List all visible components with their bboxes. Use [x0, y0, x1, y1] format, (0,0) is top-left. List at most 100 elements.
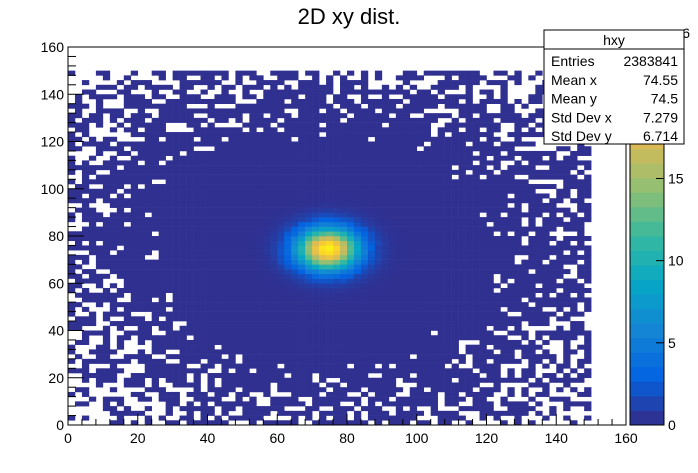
- heatmap-cell: [333, 146, 341, 152]
- heatmap-cell: [81, 89, 90, 95]
- heatmap-cell: [109, 198, 118, 204]
- heatmap-cell: [472, 127, 480, 133]
- heatmap-cell: [221, 349, 229, 355]
- heatmap-cell: [493, 377, 501, 383]
- heatmap-cell: [165, 354, 173, 360]
- heatmap-cell: [340, 113, 348, 119]
- heatmap-cell: [493, 198, 501, 204]
- heatmap-cell: [158, 273, 166, 279]
- heatmap-cell: [68, 188, 76, 194]
- heatmap-cell: [207, 127, 215, 133]
- heatmap-cell: [172, 240, 180, 246]
- heatmap-cell: [319, 127, 327, 133]
- heatmap-cell: [109, 221, 118, 227]
- heatmap-cell: [347, 306, 355, 312]
- heatmap-cell: [521, 278, 529, 284]
- heatmap-cell: [291, 75, 299, 81]
- heatmap-cell: [68, 349, 76, 355]
- heatmap-cell: [256, 358, 264, 364]
- heatmap-cell: [130, 221, 139, 227]
- heatmap-cell: [291, 141, 299, 147]
- heatmap-cell: [88, 245, 97, 251]
- heatmap-cell: [437, 259, 445, 265]
- heatmap-cell: [284, 217, 292, 223]
- heatmap-cell: [570, 226, 578, 232]
- heatmap-cell: [409, 108, 418, 114]
- heatmap-cell: [521, 103, 529, 109]
- heatmap-cell: [228, 221, 236, 227]
- heatmap-cell: [486, 283, 494, 289]
- heatmap-cell: [374, 321, 383, 327]
- heatmap-cell: [507, 188, 515, 194]
- heatmap-cell: [319, 354, 327, 360]
- heatmap-cell: [256, 273, 264, 279]
- heatmap-cell: [193, 306, 201, 312]
- heatmap-cell: [444, 339, 452, 345]
- heatmap-cell: [340, 254, 348, 260]
- heatmap-cell: [353, 325, 362, 331]
- heatmap-cell: [305, 127, 313, 133]
- heatmap-cell: [333, 117, 341, 123]
- heatmap-cell: [291, 306, 299, 312]
- heatmap-cell: [479, 278, 487, 284]
- heatmap-cell: [116, 273, 125, 279]
- heatmap-cell: [81, 198, 90, 204]
- heatmap-cell: [347, 108, 355, 114]
- heatmap-cell: [388, 250, 397, 256]
- heatmap-cell: [416, 221, 425, 227]
- heatmap-cell: [381, 382, 390, 388]
- heatmap-cell: [284, 198, 292, 204]
- heatmap-cell: [200, 127, 208, 133]
- heatmap-cell: [347, 136, 355, 142]
- heatmap-cell: [381, 358, 390, 364]
- heatmap-cell: [200, 89, 208, 95]
- heatmap-cell: [221, 217, 229, 223]
- heatmap-cell: [102, 354, 111, 360]
- heatmap-cell: [486, 269, 494, 275]
- heatmap-cell: [284, 221, 292, 227]
- heatmap-cell: [68, 70, 76, 76]
- heatmap-cell: [137, 259, 146, 265]
- y-tick-label: 140: [41, 86, 65, 102]
- heatmap-cell: [305, 70, 313, 76]
- heatmap-cell: [74, 387, 83, 393]
- heatmap-cell: [277, 306, 285, 312]
- heatmap-cell: [242, 103, 250, 109]
- heatmap-cell: [186, 117, 194, 123]
- heatmap-cell: [235, 155, 243, 161]
- heatmap-cell: [507, 165, 515, 171]
- heatmap-cell: [193, 132, 201, 138]
- heatmap-cell: [340, 415, 348, 421]
- heatmap-cell: [214, 117, 222, 123]
- heatmap-cell: [430, 269, 438, 275]
- heatmap-cell: [347, 406, 355, 412]
- heatmap-cell: [284, 292, 292, 298]
- heatmap-cell: [521, 330, 529, 336]
- heatmap-cell: [270, 254, 278, 260]
- heatmap-cell: [347, 141, 355, 147]
- heatmap-cell: [228, 207, 236, 213]
- heatmap-cell: [451, 179, 459, 185]
- heatmap-cell: [437, 368, 445, 374]
- heatmap-cell: [388, 382, 397, 388]
- heatmap-cell: [458, 188, 466, 194]
- heatmap-cell: [298, 297, 306, 303]
- heatmap-cell: [416, 94, 425, 100]
- heatmap-cell: [381, 89, 390, 95]
- heatmap-cell: [207, 212, 215, 218]
- heatmap-cell: [353, 269, 362, 275]
- heatmap-cell: [451, 259, 459, 265]
- heatmap-cell: [451, 387, 459, 393]
- heatmap-cell: [263, 193, 271, 199]
- heatmap-cell: [200, 264, 208, 270]
- heatmap-cell: [486, 391, 494, 397]
- heatmap-cell: [416, 174, 425, 180]
- heatmap-cell: [493, 259, 501, 265]
- heatmap-cell: [193, 188, 201, 194]
- heatmap-cell: [214, 198, 222, 204]
- heatmap-cell: [109, 363, 118, 369]
- heatmap-cell: [584, 217, 592, 223]
- heatmap-cell: [298, 349, 306, 355]
- heatmap-cell: [507, 254, 515, 260]
- heatmap-cell: [68, 358, 76, 364]
